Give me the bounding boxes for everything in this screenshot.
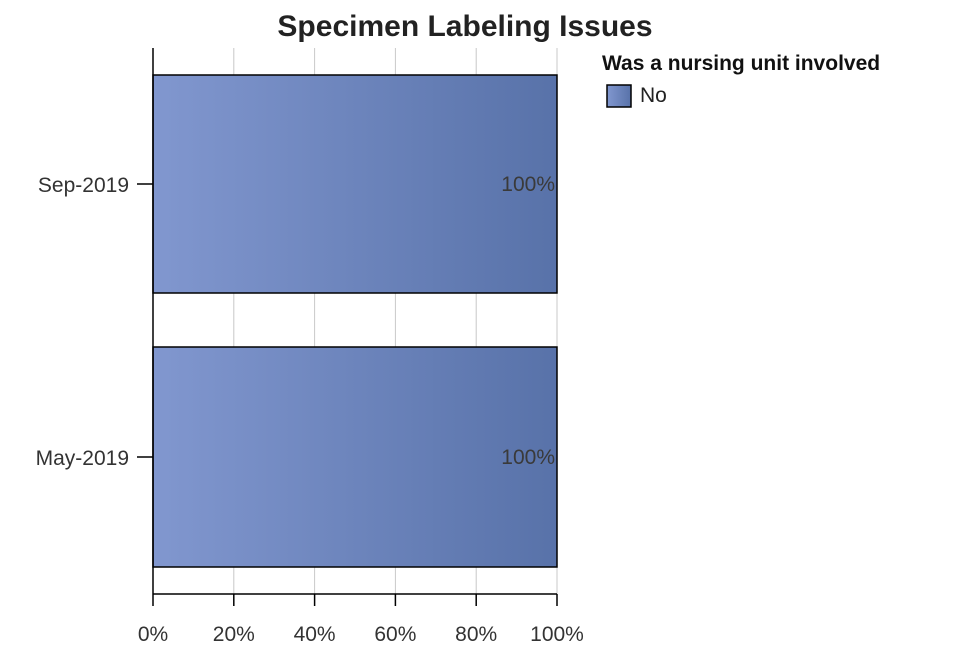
- x-tick-label-2: 40%: [294, 623, 336, 646]
- legend-title: Was a nursing unit involved: [602, 52, 880, 75]
- data-label-sep-2019: 100%: [501, 173, 555, 196]
- x-tick-label-3: 60%: [374, 623, 416, 646]
- legend: Was a nursing unit involved No: [602, 52, 880, 108]
- bar-may-2019: [152, 346, 558, 568]
- x-tick-label-5: 100%: [530, 623, 584, 646]
- y-tick-label-sep-2019: Sep-2019: [38, 174, 129, 197]
- data-label-may-2019: 100%: [501, 446, 555, 469]
- bars: 100% 100%: [152, 74, 558, 568]
- x-tick-label-0: 0%: [138, 623, 168, 646]
- legend-swatch-no: [606, 84, 632, 108]
- y-tick-label-may-2019: May-2019: [36, 447, 129, 470]
- bar-sep-2019: [152, 74, 558, 294]
- chart-title: Specimen Labeling Issues: [277, 10, 652, 43]
- axes: 0% 20% 40% 60% 80% 100% Sep-2019 May-2019: [36, 48, 584, 646]
- x-tick-label-4: 80%: [455, 623, 497, 646]
- legend-label-no: No: [640, 84, 667, 107]
- x-tick-label-1: 20%: [213, 623, 255, 646]
